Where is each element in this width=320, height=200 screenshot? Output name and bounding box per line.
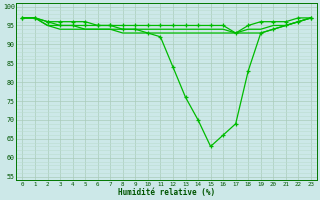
X-axis label: Humidité relative (%): Humidité relative (%) <box>118 188 215 197</box>
